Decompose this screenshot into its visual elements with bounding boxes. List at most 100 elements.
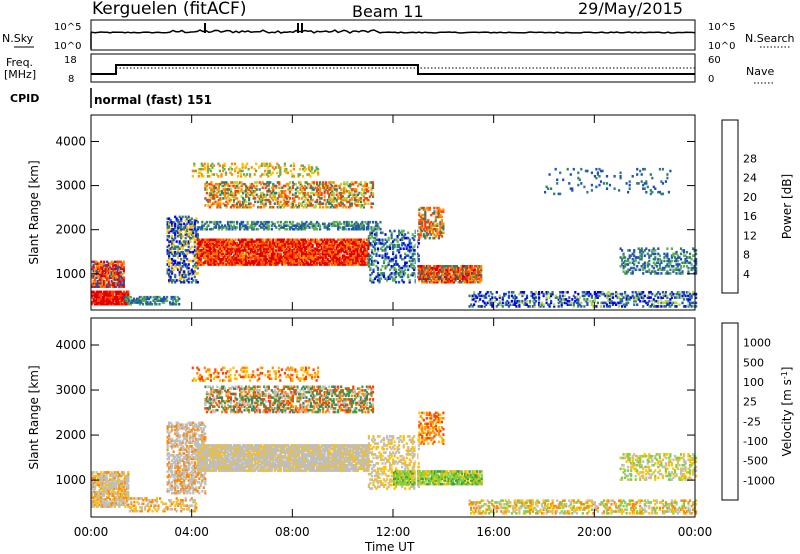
power-cell	[195, 272, 198, 275]
power-cell	[317, 171, 320, 175]
power-cell	[681, 301, 684, 305]
power-cell	[152, 295, 155, 299]
power-cell	[152, 299, 155, 302]
power-cell	[177, 226, 180, 229]
power-cell	[119, 260, 122, 264]
power-cell	[254, 249, 257, 252]
power-cell	[386, 252, 389, 256]
power-cell	[106, 269, 109, 272]
power-cell	[350, 202, 353, 205]
power-cell	[216, 245, 219, 249]
power-cell	[129, 301, 132, 304]
power-cell	[596, 301, 599, 305]
power-cell	[103, 260, 106, 264]
power-cell	[658, 292, 661, 296]
power-cell	[643, 294, 646, 298]
power-cell	[231, 243, 234, 247]
power-cell	[122, 281, 125, 285]
power-cell	[175, 252, 178, 256]
power-cell	[197, 175, 200, 178]
power-cell	[171, 242, 174, 245]
power-cell	[181, 273, 184, 277]
power-cell	[107, 283, 110, 287]
power-cell	[223, 245, 227, 249]
power-cell	[196, 256, 199, 259]
power-cell	[122, 292, 125, 295]
power-cell	[229, 250, 233, 254]
power-cell	[193, 256, 196, 259]
power-cell	[498, 294, 501, 298]
power-cell	[125, 297, 128, 301]
power-cell	[107, 278, 110, 281]
power-cell	[220, 238, 224, 242]
power-cell	[92, 276, 95, 280]
power-cell	[166, 217, 169, 220]
power-cell	[153, 295, 157, 299]
power-cell	[104, 283, 107, 287]
power-cell	[273, 222, 276, 226]
power-cell	[97, 274, 100, 278]
power-cell	[204, 243, 207, 247]
power-cell	[196, 240, 199, 243]
power-cell	[106, 302, 109, 306]
power-cell	[275, 184, 278, 188]
power-cell	[211, 245, 214, 249]
power-cell	[220, 259, 224, 263]
power-cell	[187, 266, 190, 270]
power-cell	[229, 198, 233, 202]
power-cell	[642, 305, 645, 308]
power-cell	[248, 256, 251, 259]
power-cell	[192, 272, 195, 275]
power-cell	[163, 301, 166, 304]
power-cell	[104, 290, 107, 294]
power-cell	[107, 285, 110, 288]
power-cell	[180, 222, 183, 226]
power-cell	[234, 242, 237, 245]
power-cell	[177, 250, 180, 254]
power-cell	[94, 280, 97, 283]
power-cell	[107, 294, 110, 297]
power-cell	[113, 269, 116, 272]
power-cell	[249, 250, 252, 254]
power-cell	[119, 271, 122, 274]
power-cell	[270, 227, 273, 231]
power-cell	[402, 280, 405, 284]
power-cell	[134, 299, 137, 302]
power-cell	[190, 220, 193, 224]
power-cell	[103, 290, 106, 294]
power-cell	[180, 250, 183, 254]
power-cell	[100, 274, 103, 278]
power-cell	[189, 259, 192, 263]
power-cell	[166, 226, 169, 229]
power-cell	[207, 256, 210, 259]
power-cell	[155, 295, 158, 299]
power-cell	[166, 299, 169, 302]
power-cell	[495, 291, 498, 294]
power-cell	[246, 263, 249, 266]
power-cell	[183, 275, 186, 279]
power-cell	[131, 301, 134, 304]
power-cell	[495, 298, 498, 301]
power-cell	[168, 240, 171, 243]
power-cell	[95, 271, 98, 274]
power-cell	[190, 231, 193, 235]
power-cell	[178, 272, 181, 275]
power-cell	[214, 256, 217, 259]
power-cell	[178, 270, 181, 273]
power-cell	[175, 279, 178, 282]
power-cell	[392, 250, 395, 254]
power-cell	[172, 238, 175, 242]
power-cell	[257, 227, 260, 231]
freq-label: Freq.	[6, 56, 33, 69]
power-cell	[172, 259, 175, 263]
power-cell	[512, 291, 515, 294]
power-cell	[178, 277, 181, 280]
power-cell	[109, 265, 112, 269]
power-cell	[491, 301, 494, 305]
power-cell	[249, 245, 252, 249]
power-cell	[226, 256, 230, 259]
power-cell	[196, 243, 199, 247]
power-cell	[198, 249, 201, 252]
power-cell	[407, 273, 410, 277]
power-cell	[141, 297, 144, 301]
